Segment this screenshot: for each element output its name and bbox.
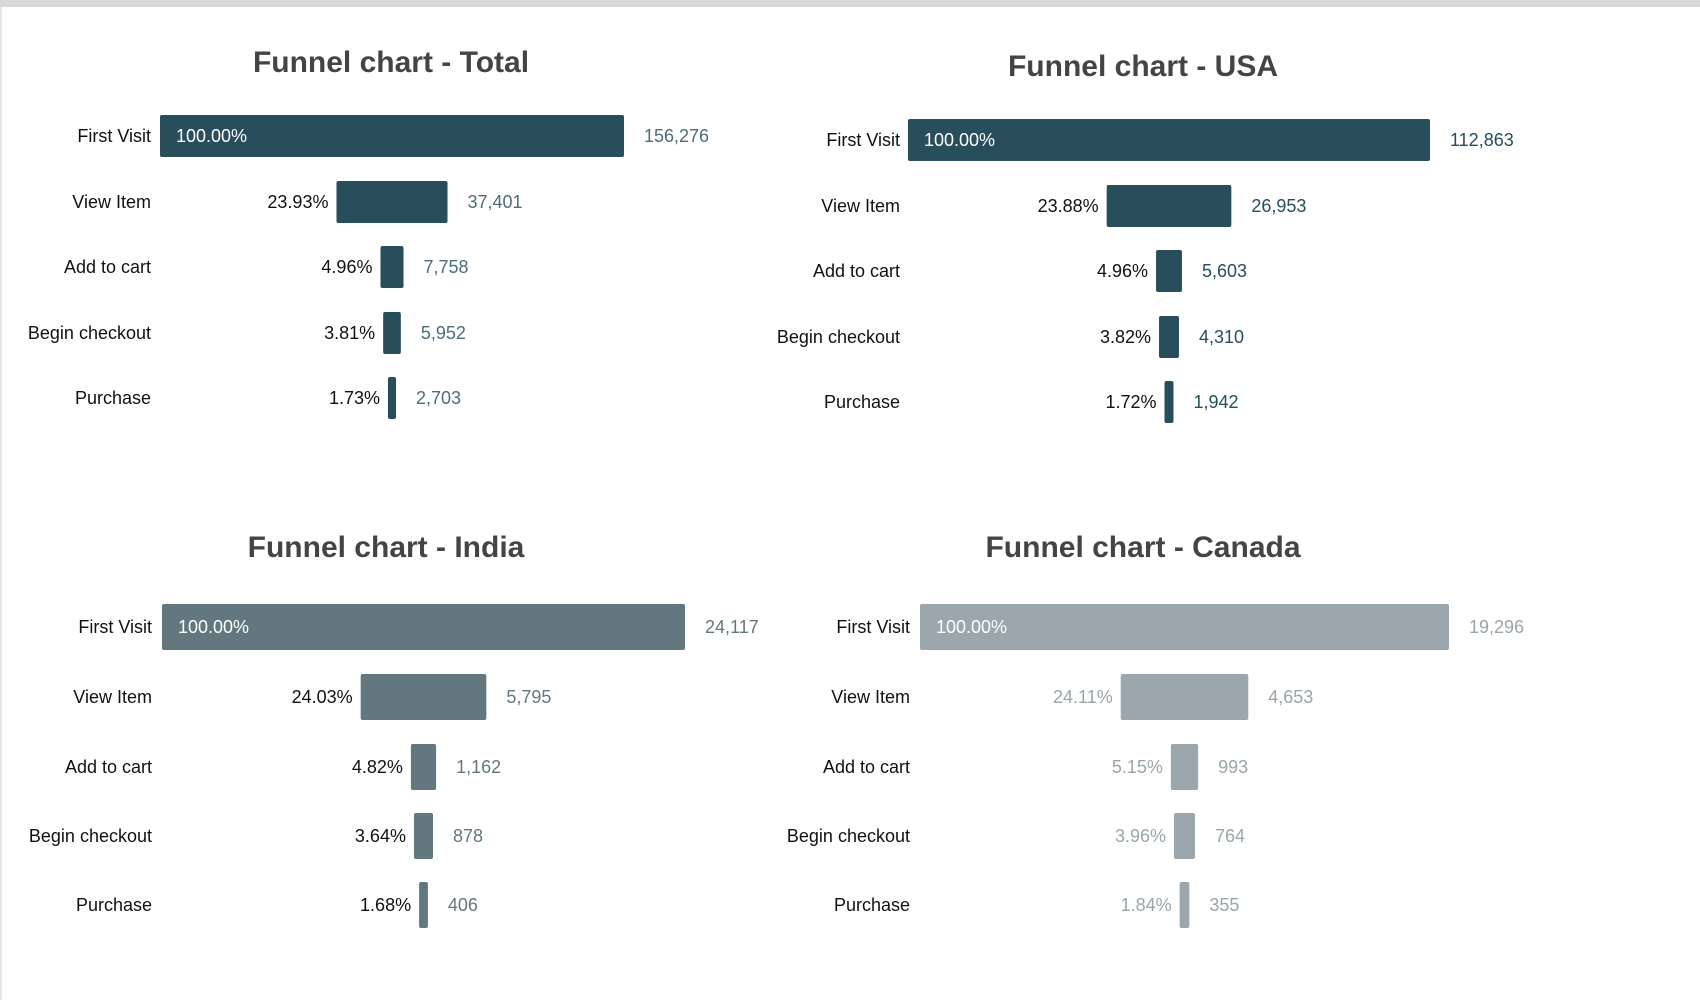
value-label: 1,162 [456, 757, 501, 777]
funnel-bar [162, 604, 685, 650]
category-label: Purchase [75, 388, 151, 408]
percent-label: 4.82% [352, 757, 403, 777]
category-label: View Item [831, 687, 910, 707]
funnel-bar [419, 882, 428, 928]
value-label: 1,942 [1193, 392, 1238, 412]
value-label: 2,703 [416, 388, 461, 408]
category-label: Begin checkout [777, 327, 900, 347]
percent-label: 24.03% [292, 687, 353, 707]
percent-label: 3.64% [355, 826, 406, 846]
window-left-edge [0, 7, 2, 1000]
chart-title: Funnel chart - India [248, 531, 525, 564]
value-label: 112,863 [1450, 130, 1514, 150]
funnel-bar [1106, 185, 1232, 227]
percent-label: 4.96% [1097, 261, 1148, 281]
percent-label: 3.96% [1115, 826, 1166, 846]
chart-title: Funnel chart - Canada [985, 531, 1300, 564]
percent-label: 1.73% [329, 388, 380, 408]
chart-title: Funnel chart - USA [1008, 50, 1278, 83]
category-label: Add to cart [823, 757, 910, 777]
percent-label: 23.93% [267, 192, 328, 212]
value-label: 19,296 [1469, 617, 1524, 637]
percent-label: 100.00% [178, 617, 249, 637]
funnel-chart-usa: Funnel chart - USA First Visit 100.00% 112… [777, 50, 1514, 423]
value-label: 156,276 [644, 126, 709, 146]
value-label: 406 [448, 895, 478, 915]
funnel-bar [383, 312, 401, 354]
funnel-chart-canada: Funnel chart - Canada First Visit 100.00%… [787, 531, 1524, 928]
category-label: Begin checkout [787, 826, 910, 846]
percent-label: 100.00% [176, 126, 247, 146]
percent-label: 3.82% [1100, 327, 1151, 347]
category-label: Purchase [834, 895, 910, 915]
percent-label: 100.00% [936, 617, 1007, 637]
percent-label: 24.11% [1053, 687, 1113, 707]
category-label: Add to cart [64, 257, 151, 277]
percent-label: 100.00% [924, 130, 995, 150]
category-label: Add to cart [65, 757, 152, 777]
category-label: First Visit [836, 617, 910, 637]
funnel-bar [1170, 744, 1199, 790]
funnel-bar [908, 119, 1430, 161]
category-label: View Item [73, 687, 152, 707]
funnel-bar [160, 115, 624, 157]
funnel-bar [413, 813, 434, 859]
funnel-bar [360, 674, 487, 720]
value-label: 7,758 [424, 257, 469, 277]
category-label: First Visit [826, 130, 900, 150]
funnel-bar [1164, 381, 1174, 423]
funnel-chart-india: Funnel chart - India First Visit 100.00% 2… [29, 531, 759, 928]
funnel-bar [1156, 250, 1182, 292]
category-label: Begin checkout [28, 323, 151, 343]
value-label: 355 [1209, 895, 1239, 915]
value-label: 993 [1218, 757, 1248, 777]
category-label: First Visit [77, 126, 151, 146]
value-label: 5,952 [421, 323, 466, 343]
category-label: View Item [821, 196, 900, 216]
category-label: Purchase [824, 392, 900, 412]
value-label: 4,653 [1268, 687, 1313, 707]
value-label: 5,603 [1202, 261, 1247, 281]
funnel-chart-total: Funnel chart - Total First Visit 100.00% 1… [28, 46, 709, 419]
value-label: 764 [1215, 826, 1245, 846]
category-label: First Visit [78, 617, 152, 637]
percent-label: 1.68% [360, 895, 411, 915]
percent-label: 23.88% [1038, 196, 1099, 216]
value-label: 4,310 [1199, 327, 1244, 347]
percent-label: 5.15% [1112, 757, 1163, 777]
category-label: View Item [72, 192, 151, 212]
percent-label: 4.96% [321, 257, 372, 277]
category-label: Add to cart [813, 261, 900, 281]
percent-label: 1.72% [1105, 392, 1156, 412]
funnel-bar [1174, 813, 1195, 859]
value-label: 26,953 [1251, 196, 1306, 216]
value-label: 24,117 [705, 617, 759, 637]
window-top-bar [0, 0, 1700, 7]
funnel-bar [380, 246, 404, 288]
category-label: Begin checkout [29, 826, 152, 846]
value-label: 878 [453, 826, 483, 846]
funnel-bar [1179, 882, 1190, 928]
value-label: 37,401 [468, 192, 523, 212]
funnel-bar [1159, 316, 1179, 358]
funnel-bar [1120, 674, 1249, 720]
funnel-bar [387, 377, 397, 419]
chart-title: Funnel chart - Total [253, 46, 529, 79]
funnel-bar [336, 181, 448, 223]
value-label: 5,795 [506, 687, 551, 707]
percent-label: 3.81% [324, 323, 375, 343]
funnel-bar [920, 604, 1449, 650]
percent-label: 1.84% [1121, 895, 1172, 915]
category-label: Purchase [76, 895, 152, 915]
funnel-bar [410, 744, 437, 790]
